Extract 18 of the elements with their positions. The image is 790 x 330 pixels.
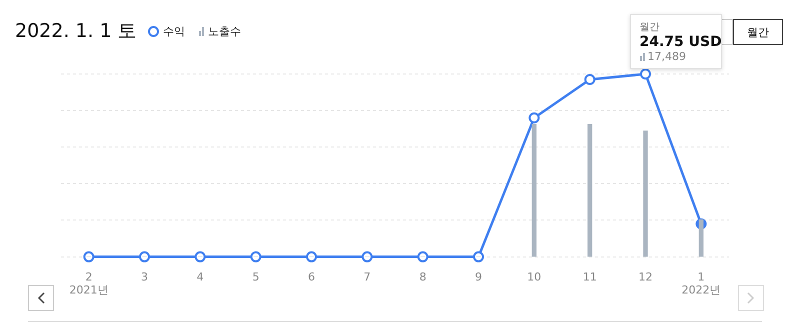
- x-tick-label: 7: [364, 270, 371, 284]
- text: 2021년: [69, 284, 108, 297]
- x-tick-label: 11: [582, 270, 597, 284]
- x-tick-label: 3: [141, 270, 148, 284]
- legend-label: 수익: [162, 24, 185, 39]
- x-tick-label: 1: [698, 270, 705, 284]
- x-tick-label: 4: [196, 270, 204, 284]
- x-tick-label: 12: [638, 270, 652, 284]
- x-tick-label: 10: [527, 270, 542, 284]
- x-tick-label: 2: [85, 270, 92, 284]
- text: 2022년: [682, 284, 721, 297]
- legend-label: 노출수: [207, 24, 241, 39]
- x-tick-label: 8: [419, 270, 426, 284]
- x-tick-label: 6: [308, 270, 315, 284]
- value-tooltip: 월간 24.75 USD 17,489: [630, 14, 722, 69]
- chart-title: 2022. 1. 1 토: [15, 19, 137, 44]
- x-tick-label: 9: [475, 270, 482, 284]
- x-tick-label: 5: [252, 270, 260, 284]
